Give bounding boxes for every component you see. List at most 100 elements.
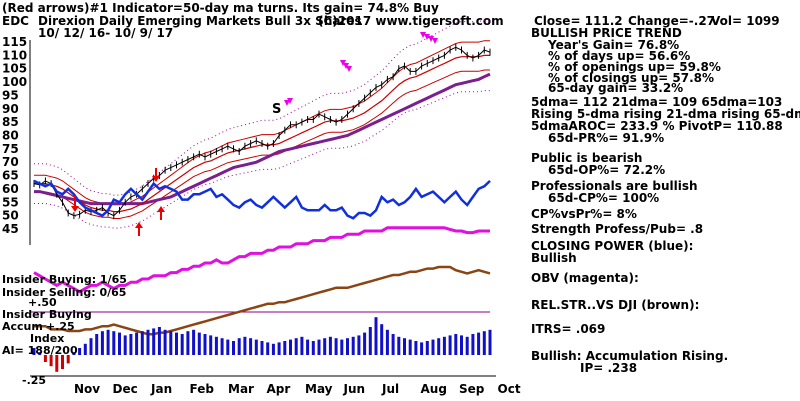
- accum-bar: [323, 338, 327, 355]
- accum-bar: [112, 331, 116, 355]
- copyright: (C)2017 www.tigersoft.com: [318, 14, 504, 28]
- accum-bar: [106, 329, 110, 355]
- magenta-arrow-2: [340, 60, 352, 72]
- x-tick-label: Dec: [113, 382, 138, 396]
- accum-bar: [488, 329, 492, 355]
- x-tick-label: Oct: [498, 382, 521, 396]
- stat-line: CP%vsPr%= 8%: [531, 207, 637, 221]
- y-tick-label: 85: [2, 115, 19, 129]
- accum-bar: [454, 334, 458, 355]
- stat-line: 5dma= 112 21dma= 109 65dma=103: [531, 95, 782, 109]
- accum-bar: [431, 339, 435, 355]
- accum-bar: [49, 355, 53, 367]
- x-axis-ticks: Nov Dec Jan Feb Mar Apr May Jun Jul Aug Sep Oct: [74, 382, 521, 396]
- y-tick-label: 115: [2, 35, 27, 49]
- y-tick-label: 70: [2, 155, 19, 169]
- plus-25-label: +.25: [46, 320, 75, 333]
- y-tick-label: 100: [2, 75, 27, 89]
- x-tick-label: Apr: [267, 382, 291, 396]
- chart-series: [33, 43, 491, 336]
- accum-bar: [163, 329, 167, 355]
- accum-bar: [249, 338, 253, 355]
- stat-line: Professionals are bullish: [531, 179, 698, 193]
- accum-bar: [368, 327, 372, 355]
- y-tick-label: 65: [2, 169, 19, 183]
- accum-bar: [175, 332, 178, 355]
- accum-bar: [197, 332, 201, 355]
- magenta-arrow-1: [284, 98, 293, 106]
- magenta-arrow-3: [420, 32, 438, 44]
- x-tick-label: Aug: [421, 382, 447, 396]
- accum-bar: [169, 331, 173, 355]
- accum-bar: [72, 352, 76, 355]
- accumulation-histogram: [32, 317, 492, 372]
- insider-selling-count: Insider Selling: 0/65: [2, 286, 126, 299]
- accum-bar: [306, 339, 310, 355]
- accum-bar: [66, 355, 70, 364]
- y-tick-label: 55: [2, 195, 19, 209]
- accum-bar: [192, 329, 196, 355]
- accum-bar: [38, 352, 42, 355]
- accum-bar: [203, 334, 207, 355]
- stat-line: 65d-PR%= 91.9%: [548, 131, 664, 145]
- accum-bar: [425, 341, 429, 355]
- stat-line: % of closings up= 57.8%: [548, 71, 714, 85]
- accum-bar: [311, 341, 315, 355]
- accum-bar: [209, 335, 213, 355]
- accum-bar: [397, 336, 401, 355]
- accum-bar: [460, 335, 463, 355]
- accum-bar: [214, 336, 218, 355]
- accum-bar: [442, 336, 446, 355]
- accum-bar: [408, 339, 412, 355]
- x-tick-label: Jun: [343, 382, 366, 396]
- y-tick-label: 95: [2, 88, 19, 102]
- y-tick-label: 90: [2, 102, 19, 116]
- lower-inner-band: [34, 69, 490, 219]
- accum-bar: [186, 331, 190, 355]
- red-arrow-3: [135, 222, 143, 236]
- red-arrow-1: [71, 196, 79, 212]
- date-range: 10/ 12/ 16- 10/ 9/ 17: [38, 26, 173, 40]
- accum-bar: [357, 335, 361, 355]
- s-marker: S: [272, 102, 281, 117]
- change-value: Change=-.27: [628, 14, 715, 28]
- accum-bar: [118, 332, 121, 355]
- accum-bar: [271, 343, 275, 355]
- accum-bar: [157, 327, 161, 355]
- ai-score: AI= 188/200: [2, 344, 78, 357]
- accum-bar: [152, 328, 156, 355]
- accum-bar: [300, 336, 304, 355]
- accum-bar: [266, 342, 270, 355]
- accum-bar: [140, 331, 144, 355]
- y-tick-label: 60: [2, 182, 19, 196]
- signal-line: (Red arrows)#1 Indicator=50-day ma turns…: [2, 1, 439, 15]
- accum-bar: [380, 324, 384, 355]
- rel-str-line: [34, 265, 491, 336]
- stat-line: 65d-CP%= 100%: [548, 191, 659, 205]
- accum-bar: [351, 336, 355, 355]
- accum-bar: [243, 336, 247, 355]
- accum-bar: [294, 338, 298, 355]
- minus-25-label: -.25: [22, 374, 46, 387]
- y-tick-label: 75: [2, 142, 19, 156]
- y-tick-label: 105: [2, 62, 27, 76]
- insider-buying-label: Insider Buying: [2, 308, 92, 321]
- accum-bar: [437, 338, 441, 355]
- stat-line: Bullish: [531, 251, 577, 265]
- accum-bar: [346, 338, 349, 355]
- ticker-symbol: EDC: [2, 14, 29, 28]
- x-tick-label: Mar: [228, 382, 254, 396]
- accum-bar: [334, 338, 338, 355]
- accum-bar: [448, 335, 452, 355]
- x-tick-label: Nov: [74, 382, 100, 396]
- accum-bar: [328, 336, 332, 355]
- stat-line: Public is bearish: [531, 151, 642, 165]
- accum-bar: [220, 338, 224, 355]
- accum-bar: [477, 332, 481, 355]
- volume-value: Vol= 1099: [711, 14, 780, 28]
- stat-line: REL.STR..VS DJI (brown):: [531, 298, 699, 312]
- accum-bar: [465, 336, 469, 355]
- accum-bar: [254, 339, 258, 355]
